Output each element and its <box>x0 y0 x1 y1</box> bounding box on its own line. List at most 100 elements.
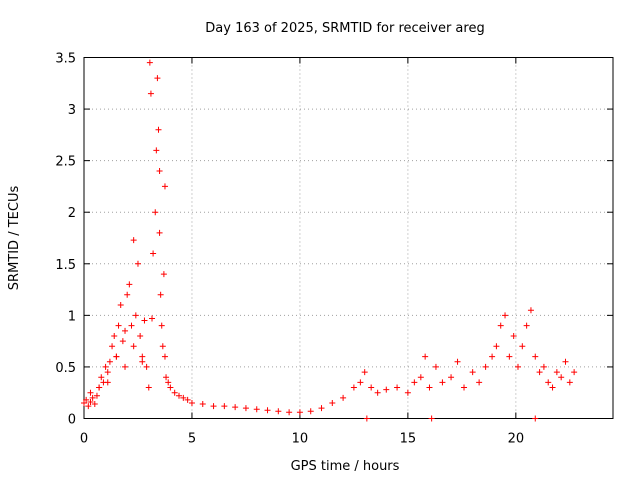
data-point <box>161 183 168 190</box>
data-point <box>158 322 165 329</box>
data-point <box>510 332 517 339</box>
data-point <box>417 374 424 381</box>
data-point <box>545 379 552 386</box>
data-point <box>432 363 439 370</box>
data-point <box>493 343 500 350</box>
data-point <box>296 409 303 416</box>
data-point <box>422 353 429 360</box>
data-point <box>368 384 375 391</box>
data-point <box>102 363 109 370</box>
data-point <box>111 332 118 339</box>
x-tick-label: 10 <box>292 432 309 447</box>
data-point <box>532 415 539 422</box>
data-point <box>117 302 124 309</box>
data-point <box>461 384 468 391</box>
data-point <box>167 384 174 391</box>
data-point <box>571 369 578 376</box>
data-point <box>89 394 96 401</box>
data-point <box>152 209 159 216</box>
data-point <box>141 317 148 324</box>
data-point <box>139 358 146 365</box>
data-point <box>318 405 325 412</box>
data-point <box>553 369 560 376</box>
data-point <box>130 237 137 244</box>
data-point <box>340 394 347 401</box>
data-point <box>98 374 105 381</box>
data-point <box>502 312 509 319</box>
data-point <box>147 90 154 97</box>
data-point <box>85 403 92 410</box>
plot-frame <box>83 57 614 419</box>
y-tick-label: 1.5 <box>55 258 76 273</box>
data-point <box>514 363 521 370</box>
data-point <box>130 343 137 350</box>
data-point <box>439 379 446 386</box>
data-point <box>363 415 370 422</box>
axis-ticks: 0 5 10 15 20 0 0.5 1 1.5 2 2.5 3 3.5 <box>55 52 613 447</box>
data-point <box>523 322 530 329</box>
data-point <box>428 415 435 422</box>
data-point <box>137 332 144 339</box>
data-point <box>253 406 260 413</box>
x-axis-label: GPS time / hours <box>291 459 400 474</box>
data-point <box>113 353 120 360</box>
data-point <box>156 167 163 174</box>
data-point <box>122 327 129 334</box>
y-tick-label: 3.5 <box>55 52 76 67</box>
data-point <box>119 338 126 345</box>
data-point <box>126 281 133 288</box>
data-point <box>81 400 87 407</box>
data-point <box>188 400 195 407</box>
data-point <box>519 343 526 350</box>
data-point <box>527 307 534 314</box>
y-tick-label: 0 <box>68 413 76 428</box>
data-point <box>155 126 162 133</box>
data-point <box>448 374 455 381</box>
data-point <box>145 384 152 391</box>
data-point <box>482 363 489 370</box>
x-tick-label: 5 <box>188 432 196 447</box>
data-point <box>132 312 139 319</box>
data-point <box>232 404 239 411</box>
data-point <box>122 363 129 370</box>
data-point <box>411 379 418 386</box>
data-point <box>134 260 141 267</box>
data-point <box>264 407 271 414</box>
data-point <box>157 291 164 298</box>
data-points <box>81 59 578 422</box>
data-point <box>115 322 122 329</box>
x-tick-label: 20 <box>508 432 525 447</box>
data-point <box>374 389 381 396</box>
data-point <box>242 405 249 412</box>
x-tick-label: 15 <box>400 432 417 447</box>
y-tick-label: 3 <box>68 103 76 118</box>
data-point <box>153 147 160 154</box>
data-point <box>549 384 556 391</box>
data-point <box>357 379 364 386</box>
data-point <box>180 394 187 401</box>
chart-title: Day 163 of 2025, SRMTID for receiver are… <box>205 21 484 36</box>
data-point <box>149 315 156 322</box>
data-point <box>163 374 170 381</box>
grid-lines <box>84 57 613 419</box>
data-point <box>139 353 146 360</box>
data-point <box>143 363 150 370</box>
data-point <box>83 396 90 403</box>
data-point <box>404 389 411 396</box>
data-point <box>210 403 217 410</box>
data-point <box>150 250 157 257</box>
data-point <box>96 384 103 391</box>
data-point <box>156 229 163 236</box>
y-tick-label: 2.5 <box>55 155 76 170</box>
data-point <box>350 384 357 391</box>
data-point <box>361 369 368 376</box>
data-point <box>497 322 504 329</box>
data-point <box>566 379 573 386</box>
data-point <box>426 384 433 391</box>
y-axis-label: SRMTID / TECUs <box>7 186 22 291</box>
y-tick-label: 0.5 <box>55 361 76 376</box>
data-point <box>286 409 293 416</box>
data-point <box>476 379 483 386</box>
data-point <box>176 392 183 399</box>
data-point <box>159 343 166 350</box>
